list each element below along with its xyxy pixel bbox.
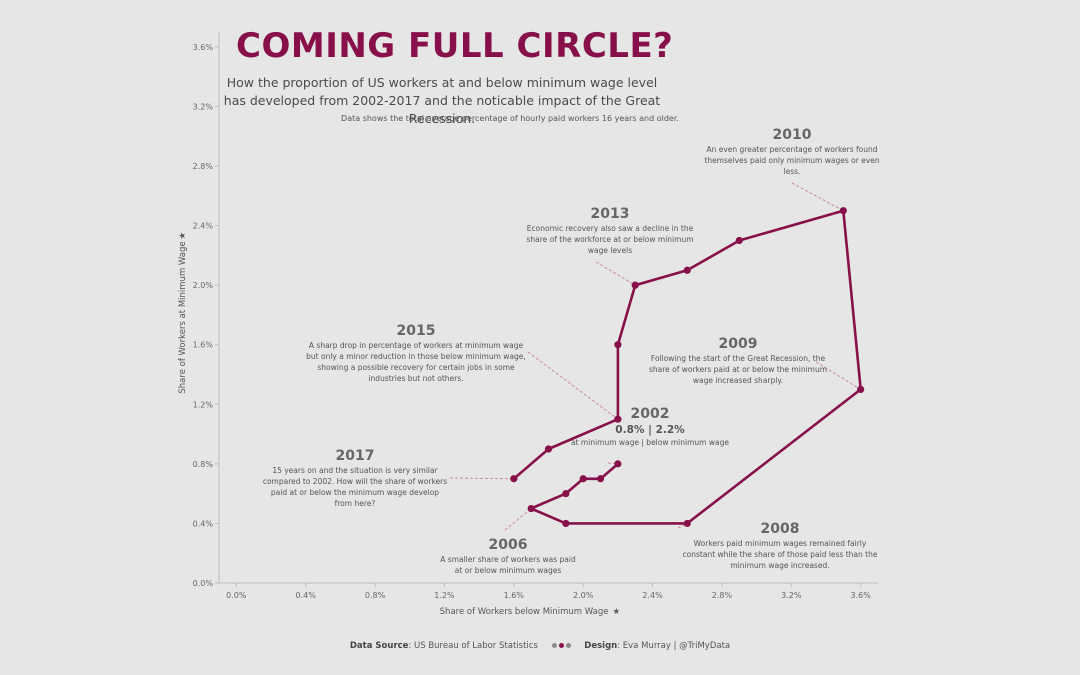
dots-icon [551, 641, 572, 651]
footer: Data Source: US Bureau of Labor Statisti… [0, 641, 1080, 651]
source-value: : US Bureau of Labor Statistics [408, 641, 538, 651]
annotation-2008: 2008 Workers paid minimum wages remained… [682, 520, 878, 571]
pin-icon: ★ [613, 607, 621, 617]
annotation-2015: 2015 A sharp drop in percentage of worke… [306, 322, 526, 384]
annotation-2009: 2009 Following the start of the Great Re… [640, 335, 836, 386]
x-tick-label: 1.2% [434, 591, 455, 600]
annotation-year: 2017 [335, 448, 375, 464]
x-tick-label: 0.8% [365, 591, 386, 600]
data-marks[interactable] [510, 207, 865, 528]
x-tick-label: 3.6% [850, 591, 871, 600]
y-tick-label: 0.8% [193, 460, 214, 469]
data-point-2006[interactable] [527, 504, 535, 513]
dot-grey-right [565, 643, 571, 648]
x-axis-title: Share of Workers below Minimum Wage [440, 607, 609, 617]
page-title: COMING FULL CIRCLE? [236, 26, 674, 66]
annotation-values: 0.8% | 2.2% [615, 424, 685, 436]
series-line [512, 209, 862, 525]
x-tick-label: 0.0% [226, 591, 247, 600]
x-tick-label: 2.4% [642, 591, 663, 600]
y-tick-label: 0.0% [193, 579, 214, 588]
leader-2017 [449, 477, 514, 480]
annotation-text: Workers paid minimum wages remained fair… [682, 539, 878, 570]
data-point-2015[interactable] [614, 415, 622, 423]
leader-2015 [527, 351, 619, 420]
annotation-year: 2009 [718, 336, 758, 352]
leader-2008 [677, 522, 688, 529]
annotation-year: 2006 [488, 537, 528, 553]
source-label: Data Source [349, 641, 409, 651]
pin-icon: ★ [178, 232, 188, 240]
axes: 0.0% 0.4% 0.8% 1.2% 1.6% 2.0% 2.4% 2.8% 3.2% 3.6%… [178, 32, 878, 617]
leader-2006 [504, 508, 532, 531]
annotation-text: 15 years on and the situation is very si… [262, 466, 448, 508]
leader-2009 [815, 361, 861, 390]
y-tick-label: 3.2% [193, 102, 214, 111]
x-tick-label: 0.4% [296, 591, 317, 600]
annotation-leaders [449, 182, 861, 531]
y-tick-label: 3.6% [193, 43, 214, 52]
data-point-2003[interactable] [596, 475, 605, 483]
x-tick-label: 2.0% [573, 591, 594, 600]
annotation-2010: 2010 An even greater percentage of worke… [700, 126, 884, 177]
y-tick-label: 2.4% [193, 222, 214, 231]
data-point-2005[interactable] [562, 490, 570, 498]
annotation-text: Following the start of the Great Recessi… [648, 354, 828, 385]
annotation-2002: 2002 0.8% | 2.2% at minimum wage | below… [560, 405, 740, 448]
data-point-2017[interactable] [510, 475, 518, 483]
x-tick-label: 3.2% [781, 591, 802, 600]
y-axis-title-group: Share of Workers at Minimum Wage★ [178, 232, 188, 394]
y-tick-label: 1.6% [193, 341, 214, 350]
data-point-2008[interactable] [683, 519, 691, 528]
design-label: Design [584, 641, 618, 651]
leader-2013 [595, 261, 636, 286]
data-point-2007[interactable] [562, 519, 570, 528]
annotation-text: A smaller share of workers was paid at o… [440, 555, 576, 575]
annotation-text: An even greater percentage of workers fo… [704, 145, 880, 176]
y-tick-label: 0.4% [193, 519, 214, 528]
x-tick-label: 1.6% [504, 591, 525, 600]
data-point-2002[interactable] [614, 460, 622, 468]
annotation-year: 2008 [760, 521, 800, 537]
data-point-2011[interactable] [735, 236, 743, 245]
annotation-2017: 2017 15 years on and the situation is ve… [262, 447, 448, 509]
annotation-year: 2015 [396, 323, 436, 339]
data-point-2016[interactable] [544, 445, 553, 453]
data-point-2009[interactable] [857, 385, 865, 394]
annotation-text: Economic recovery also saw a decline in … [526, 224, 694, 255]
x-tick-label: 2.8% [712, 591, 733, 600]
y-tick-label: 2.0% [193, 281, 214, 290]
annotation-text: at minimum wage | below minimum wage [571, 438, 729, 447]
dot-grey-left [551, 643, 557, 648]
annotation-text: A sharp drop in percentage of workers at… [306, 341, 526, 383]
dot-accent [558, 643, 564, 648]
data-point-2013[interactable] [631, 281, 639, 289]
design-value: : Eva Murray | @TriMyData [617, 641, 731, 651]
y-tick-label: 1.2% [193, 400, 214, 409]
data-note: Data shows the total average percentage … [341, 114, 679, 123]
data-point-2010[interactable] [839, 207, 847, 215]
page-subtitle: How the proportion of US workers at and … [223, 75, 661, 126]
annotation-year: 2010 [772, 127, 812, 143]
leader-2010 [791, 182, 844, 212]
annotation-year: 2002 [630, 406, 670, 422]
leader-2002 [607, 462, 618, 465]
annotation-2006: 2006 A smaller share of workers was paid… [440, 536, 576, 576]
data-point-2012[interactable] [683, 266, 691, 274]
data-point-2004[interactable] [579, 475, 587, 483]
annotation-2013: 2013 Economic recovery also saw a declin… [520, 205, 700, 256]
annotation-year: 2013 [590, 206, 630, 222]
data-point-2014[interactable] [614, 341, 622, 349]
y-tick-label: 2.8% [193, 162, 214, 171]
y-axis-title: Share of Workers at Minimum Wage [178, 241, 188, 393]
